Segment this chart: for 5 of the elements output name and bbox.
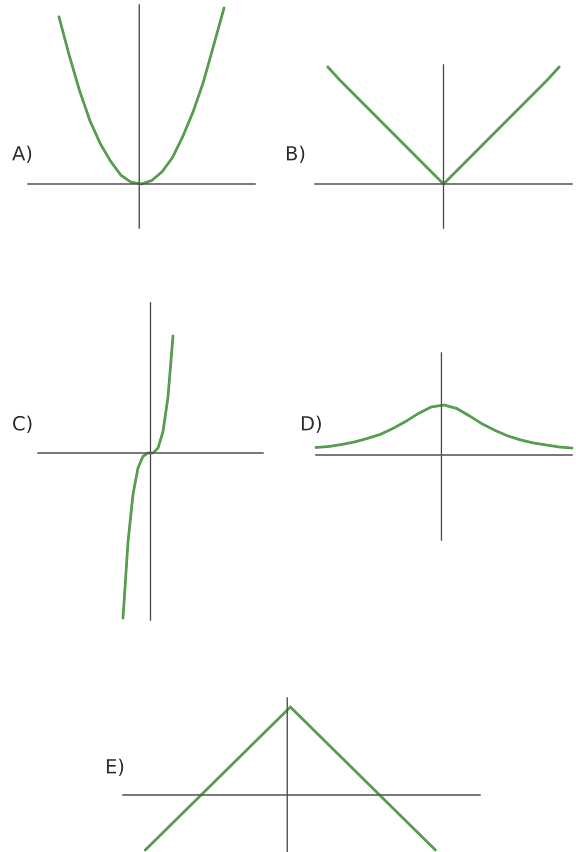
text: C) (13, 416, 32, 433)
text: E) (106, 758, 124, 776)
text: B) (286, 146, 304, 163)
chart-title: D) (302, 416, 321, 433)
text: A) (12, 146, 32, 163)
